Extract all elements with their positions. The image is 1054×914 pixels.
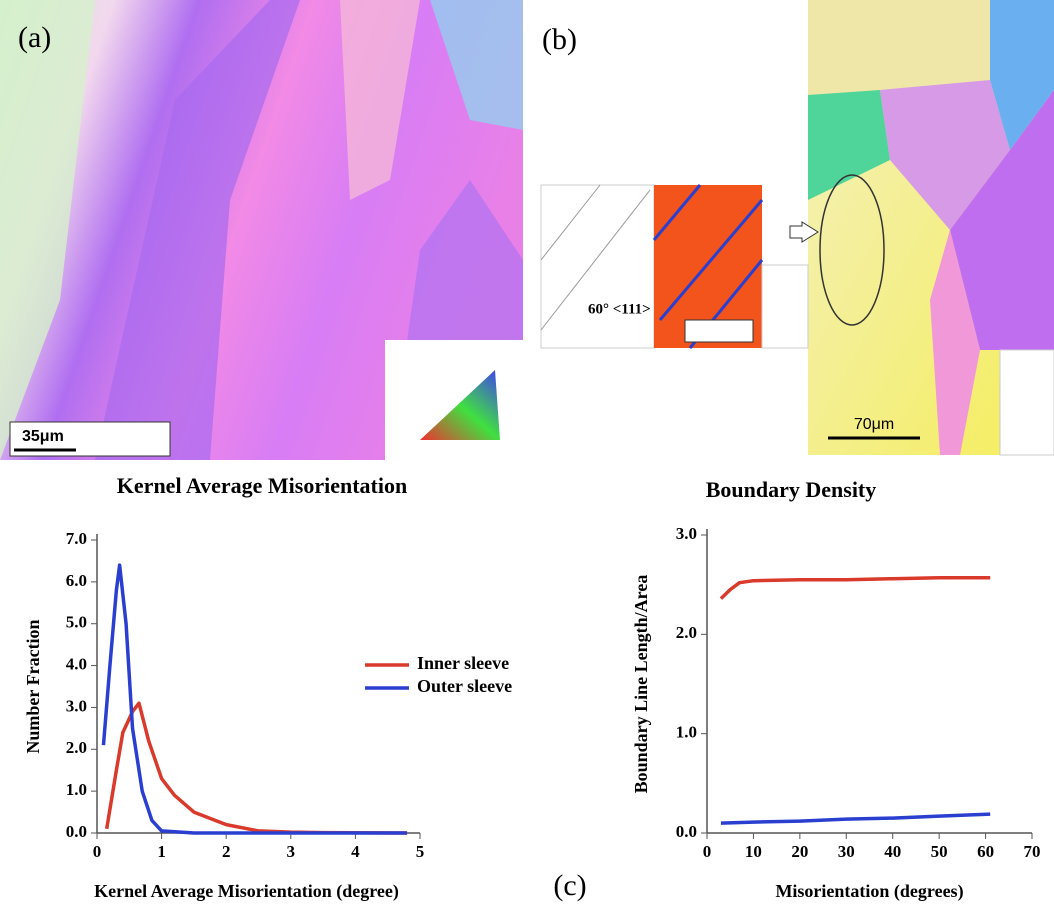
legend-label: Inner sleeve: [417, 653, 509, 673]
micrograph-b: 70μm 60° <111> (b): [540, 0, 1054, 456]
legend-label: Outer sleeve: [417, 676, 512, 696]
x-tick-label: 0: [703, 842, 712, 861]
scale-label: 70μm: [854, 416, 894, 433]
x-tick-label: 3: [287, 842, 296, 861]
y-tick-label: 1.0: [676, 723, 697, 742]
chart-title: Boundary Density: [706, 477, 877, 502]
y-tick-label: 2.0: [676, 623, 697, 642]
x-axis-label: Kernel Average Misorientation (degree): [94, 881, 399, 902]
panel-label: (a): [18, 21, 51, 54]
x-tick-label: 20: [791, 842, 808, 861]
x-tick-label: 2: [222, 842, 231, 861]
series-line: [104, 701, 408, 835]
y-tick-label: 0.0: [66, 822, 87, 841]
y-tick-label: 6.0: [66, 571, 87, 590]
series-line: [719, 575, 991, 600]
x-tick-label: 0: [93, 842, 102, 861]
x-axis-label: Misorientation (degrees): [775, 881, 963, 902]
x-tick-label: 4: [351, 842, 360, 861]
y-axis-label: Number Fraction: [23, 619, 43, 753]
y-tick-label: 3.0: [66, 696, 87, 715]
y-tick-label: 7.0: [66, 529, 87, 548]
panel-label: (c): [553, 869, 586, 902]
inset-label: 60° <111>: [588, 301, 651, 317]
x-tick-label: 30: [838, 842, 855, 861]
y-tick-label: 0.0: [676, 822, 697, 841]
x-tick-label: 10: [745, 842, 762, 861]
scale-label: 35μm: [22, 428, 64, 445]
y-tick-label: 2.0: [66, 738, 87, 757]
x-tick-label: 5: [416, 842, 425, 861]
series-line: [101, 563, 408, 835]
series-line: [720, 812, 991, 825]
y-tick-label: 5.0: [66, 613, 87, 632]
x-tick-label: 50: [931, 842, 948, 861]
y-axis-label: Boundary Line Length/Area: [631, 575, 651, 794]
micrograph-a: 35μm (a): [0, 0, 523, 460]
y-tick-label: 3.0: [676, 524, 697, 543]
chart-title: Kernel Average Misorientation: [117, 473, 407, 498]
x-tick-label: 40: [884, 842, 901, 861]
x-tick-label: 60: [977, 842, 994, 861]
panel-label: (b): [542, 23, 577, 56]
y-tick-label: 4.0: [66, 654, 87, 673]
y-tick-label: 1.0: [66, 780, 87, 799]
x-tick-label: 1: [157, 842, 166, 861]
x-tick-label: 70: [1024, 842, 1041, 861]
